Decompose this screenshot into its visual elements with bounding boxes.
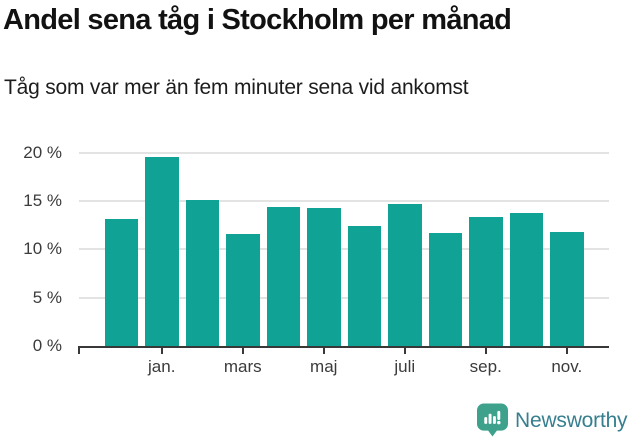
- x-axis-label: sep.: [469, 357, 502, 376]
- chart-subtitle: Tåg som var mer än fem minuter sena vid …: [4, 76, 469, 99]
- brand-footer: Newsworthy: [477, 403, 628, 438]
- x-axis-label: maj: [310, 357, 338, 376]
- bar: [347, 226, 381, 346]
- x-axis-tick: [241, 346, 244, 354]
- newsworthy-logo-icon: [477, 403, 508, 437]
- y-axis-label: 0 %: [32, 336, 62, 355]
- bar: [104, 219, 138, 346]
- bar: [388, 203, 422, 346]
- x-axis-label: mars: [223, 357, 262, 376]
- brand-name: Newsworthy: [515, 408, 628, 432]
- x-axis-label: jan.: [148, 357, 176, 376]
- bar: [307, 207, 341, 346]
- x-axis-label: juli: [394, 357, 416, 376]
- y-axis-label: 15 %: [23, 190, 62, 210]
- y-axis-label: 20 %: [23, 142, 62, 162]
- bar: [509, 213, 543, 346]
- x-axis-line: [78, 346, 609, 348]
- y-gridline: [79, 199, 609, 202]
- y-axis-label: 5 %: [32, 287, 62, 307]
- bar: [266, 206, 300, 346]
- bar: [145, 157, 179, 346]
- x-axis-tick: [403, 346, 406, 354]
- chart-title: Andel sena tåg i Stockholm per månad: [3, 4, 512, 36]
- x-axis-tick: [484, 346, 487, 354]
- x-axis-tick: [160, 346, 163, 354]
- x-axis-label: nov.: [551, 357, 583, 376]
- x-axis-end-tick: [78, 346, 80, 354]
- y-gridline: [79, 151, 609, 154]
- y-gridline: [79, 296, 609, 299]
- bar: [428, 232, 462, 346]
- bar: [226, 233, 260, 346]
- x-axis-tick: [322, 346, 325, 354]
- bar: [185, 199, 219, 346]
- y-axis-label: 10 %: [23, 239, 62, 259]
- bar: [469, 217, 503, 346]
- y-gridline: [79, 248, 609, 251]
- bar: [550, 231, 584, 346]
- x-axis-tick: [565, 346, 568, 354]
